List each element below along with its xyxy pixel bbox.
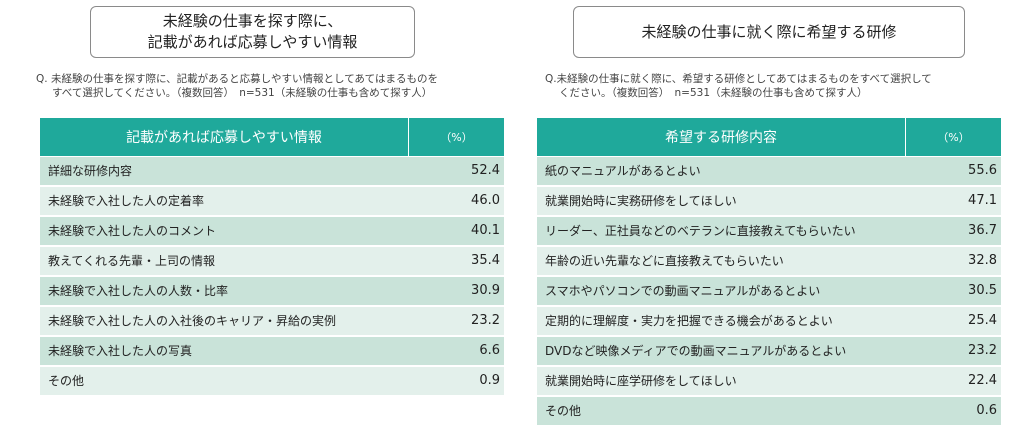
left-header-label: 記載があれば応募しやすい情報 <box>40 118 409 156</box>
left-question-line2: すべて選択してください。（複数回答） n=531（未経験の仕事も含めて探す人） <box>52 87 433 99</box>
row-label: 未経験で入社した人の人数・比率 <box>40 276 409 306</box>
row-value: 40.1 <box>409 216 504 246</box>
row-value: 46.0 <box>409 186 504 216</box>
table-row: スマホやパソコンでの動画マニュアルがあるとよい 30.5 <box>537 276 1001 306</box>
row-label: 就業開始時に座学研修をしてほしい <box>537 366 906 396</box>
table-row: リーダー、正社員などのベテランに直接教えてもらいたい 36.7 <box>537 216 1001 246</box>
row-label: 定期的に理解度・実力を把握できる機会があるとよい <box>537 306 906 336</box>
row-value: 52.4 <box>409 156 504 186</box>
row-label: 未経験で入社した人の写真 <box>40 336 409 366</box>
left-question-line1: Q. 未経験の仕事を探す際に、記載があると応募しやすい情報としてあてはまるものを <box>36 73 438 85</box>
right-table: 希望する研修内容 （%） 紙のマニュアルがあるとよい 55.6 就業開始時に実務研修… <box>537 118 1001 426</box>
row-label: 年齢の近い先輩などに直接教えてもらいたい <box>537 246 906 276</box>
right-question-line2: ください。（複数回答） n=531（未経験の仕事も含めて探す人） <box>559 87 868 99</box>
row-value: 25.4 <box>906 306 1001 336</box>
row-value: 30.5 <box>906 276 1001 306</box>
left-title-box: 未経験の仕事を探す際に、 記載があれば応募しやすい情報 <box>90 6 415 58</box>
right-question: Q.未経験の仕事に就く際に、希望する研修としてあてはまるものをすべて選択して く… <box>533 72 1015 100</box>
left-header-unit: （%） <box>409 118 504 156</box>
row-value: 47.1 <box>906 186 1001 216</box>
row-value: 23.2 <box>906 336 1001 366</box>
table-row: 就業開始時に実務研修をしてほしい 47.1 <box>537 186 1001 216</box>
row-label: DVDなど映像メディアでの動画マニュアルがあるとよい <box>537 336 906 366</box>
row-value: 32.8 <box>906 246 1001 276</box>
right-table-header: 希望する研修内容 （%） <box>537 118 1001 156</box>
right-header-unit: （%） <box>906 118 1001 156</box>
right-title-box: 未経験の仕事に就く際に希望する研修 <box>573 6 965 58</box>
row-label: リーダー、正社員などのベテランに直接教えてもらいたい <box>537 216 906 246</box>
table-row: 未経験で入社した人のコメント 40.1 <box>40 216 504 246</box>
table-row: 未経験で入社した人の人数・比率 30.9 <box>40 276 504 306</box>
table-row: 就業開始時に座学研修をしてほしい 22.4 <box>537 366 1001 396</box>
table-row: その他 0.9 <box>40 366 504 396</box>
row-value: 30.9 <box>409 276 504 306</box>
row-label: 教えてくれる先輩・上司の情報 <box>40 246 409 276</box>
row-label: その他 <box>40 366 409 396</box>
table-row: 定期的に理解度・実力を把握できる機会があるとよい 25.4 <box>537 306 1001 336</box>
table-row: 未経験で入社した人の定着率 46.0 <box>40 186 504 216</box>
row-value: 23.2 <box>409 306 504 336</box>
left-table: 記載があれば応募しやすい情報 （%） 詳細な研修内容 52.4 未経験で入社した人の… <box>40 118 504 396</box>
row-value: 55.6 <box>906 156 1001 186</box>
row-value: 35.4 <box>409 246 504 276</box>
row-value: 6.6 <box>409 336 504 366</box>
row-label: その他 <box>537 396 906 426</box>
row-label: 未経験で入社した人のコメント <box>40 216 409 246</box>
row-value: 0.6 <box>906 396 1001 426</box>
row-label: 紙のマニュアルがあるとよい <box>537 156 906 186</box>
left-question: Q. 未経験の仕事を探す際に、記載があると応募しやすい情報としてあてはまるものを… <box>34 72 506 100</box>
row-label: 未経験で入社した人の定着率 <box>40 186 409 216</box>
table-row: その他 0.6 <box>537 396 1001 426</box>
row-value: 0.9 <box>409 366 504 396</box>
right-header-label: 希望する研修内容 <box>537 118 906 156</box>
right-table-body: 紙のマニュアルがあるとよい 55.6 就業開始時に実務研修をしてほしい 47.1 リーダ… <box>537 156 1001 426</box>
row-label: 未経験で入社した人の入社後のキャリア・昇給の実例 <box>40 306 409 336</box>
row-label: スマホやパソコンでの動画マニュアルがあるとよい <box>537 276 906 306</box>
row-value: 22.4 <box>906 366 1001 396</box>
row-label: 詳細な研修内容 <box>40 156 409 186</box>
table-row: 教えてくれる先輩・上司の情報 35.4 <box>40 246 504 276</box>
row-value: 36.7 <box>906 216 1001 246</box>
table-row: 詳細な研修内容 52.4 <box>40 156 504 186</box>
right-question-line1: Q.未経験の仕事に就く際に、希望する研修としてあてはまるものをすべて選択して <box>545 73 932 85</box>
table-row: 紙のマニュアルがあるとよい 55.6 <box>537 156 1001 186</box>
row-label: 就業開始時に実務研修をしてほしい <box>537 186 906 216</box>
table-row: 未経験で入社した人の写真 6.6 <box>40 336 504 366</box>
table-row: 未経験で入社した人の入社後のキャリア・昇給の実例 23.2 <box>40 306 504 336</box>
table-row: 年齢の近い先輩などに直接教えてもらいたい 32.8 <box>537 246 1001 276</box>
table-row: DVDなど映像メディアでの動画マニュアルがあるとよい 23.2 <box>537 336 1001 366</box>
left-table-header: 記載があれば応募しやすい情報 （%） <box>40 118 504 156</box>
left-table-body: 詳細な研修内容 52.4 未経験で入社した人の定着率 46.0 未経験で入社した人のコメ… <box>40 156 504 396</box>
